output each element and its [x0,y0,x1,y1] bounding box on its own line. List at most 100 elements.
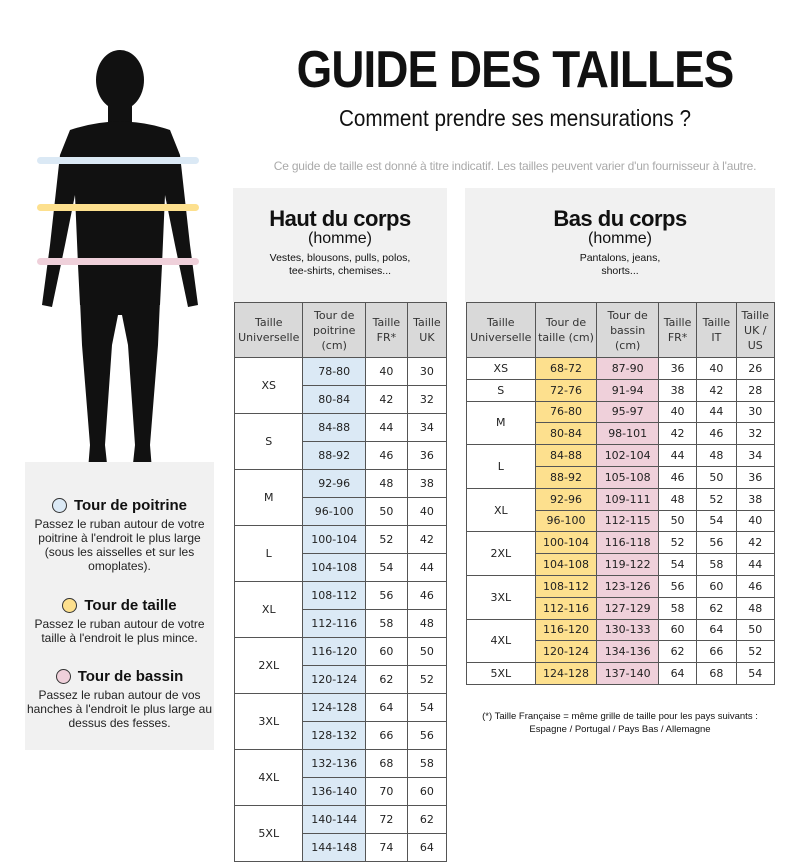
value-cell: 92-96 [302,469,366,498]
legend-desc: Passez le ruban autour de votre poitrine… [34,517,205,573]
value-cell: 42 [406,525,448,554]
value-cell: 96-100 [534,509,598,533]
value-cell: 44 [735,553,776,576]
value-cell: 50 [735,618,776,642]
value-cell: 123-126 [596,574,659,598]
value-cell: 40 [657,400,698,424]
value-cell: 64 [696,618,737,642]
table-row: XL 92-96 109-111 48 52 38 [466,487,776,533]
value-cell: 127-129 [596,596,659,620]
table-row: M 92-96 48 38 [233,469,448,526]
value-cell: 70 [364,777,408,806]
size-cell: XS [466,357,536,380]
value-cell: 48 [364,469,408,498]
value-cell: 72-76 [534,378,598,402]
value-cell: 58 [364,609,408,638]
page-subtitle: Comment prendre ses mensurations ? [338,105,692,131]
table-row: 80-84 42 32 [235,385,448,414]
legend-desc: Passez le ruban autour de vos hanches à … [26,688,213,730]
waist-line [37,204,199,211]
value-cell: 52 [657,531,698,555]
size-cell: L [466,444,536,489]
value-cell: 100-104 [302,525,366,554]
size-cell: L [233,525,304,582]
legend-desc: Passez le ruban autour de votre taille à… [34,617,205,645]
value-cell: 26 [735,357,776,380]
value-cell: 68 [364,749,408,778]
value-cell: 80-84 [534,422,598,446]
column-header: Taille Universelle [466,302,536,358]
table-row: L 84-88 102-104 44 48 34 [466,444,776,489]
size-cell: S [466,378,536,402]
table-row: 5XL 140-144 72 62 [233,805,448,862]
value-cell: 112-116 [302,609,366,638]
value-cell: 66 [696,640,737,664]
section-desc: Vestes, blousons, pulls, polos, tee-shir… [269,252,411,277]
value-cell: 88-92 [534,465,598,489]
column-header: Tour de bassin (cm) [596,302,659,358]
value-cell: 92-96 [534,487,598,511]
value-cell: 48 [406,609,448,638]
value-cell: 58 [406,749,448,778]
table-row: 128-132 66 56 [235,721,448,750]
value-cell: 132-136 [302,749,366,778]
bottom-size-table: Taille Universelle Tour de taille (cm) Tou… [466,302,776,685]
table-row: XS 78-80 40 30 [233,357,448,414]
table-row: L 100-104 52 42 [233,525,448,582]
value-cell: 112-115 [596,509,659,533]
value-cell: 119-122 [596,553,659,576]
column-header: Taille FR* [657,302,698,358]
value-cell: 68-72 [534,357,598,380]
value-cell: 52 [364,525,408,554]
value-cell: 64 [406,833,448,862]
value-cell: 144-148 [302,833,366,862]
column-header: Taille IT [696,302,737,358]
column-header: Taille Universelle [233,302,304,358]
value-cell: 128-132 [302,721,366,750]
value-cell: 78-80 [302,357,366,386]
table-row: 3XL 124-128 64 54 [233,693,448,750]
table-row: 104-108 119-122 54 58 44 [467,553,776,576]
value-cell: 40 [406,497,448,526]
section-subtitle: (homme) [307,230,372,247]
value-cell: 40 [364,357,408,386]
value-cell: 42 [735,531,776,555]
value-cell: 109-111 [596,487,659,511]
value-cell: 50 [364,497,408,526]
value-cell: 105-108 [596,465,659,489]
value-cell: 56 [406,721,448,750]
value-cell: 120-124 [302,665,366,694]
value-cell: 116-120 [302,637,366,666]
value-cell: 58 [657,596,698,620]
value-cell: 36 [657,357,698,380]
value-cell: 52 [735,640,776,664]
value-cell: 62 [696,596,737,620]
value-cell: 64 [364,693,408,722]
legend-hips: Tour de bassin Passez le ruban autour de… [25,668,214,730]
value-cell: 54 [364,553,408,582]
value-cell: 54 [657,553,698,576]
section-title: Bas du corps [553,206,687,231]
footnote: (*) Taille Française = même grille de ta… [482,711,758,735]
table-row: 112-116 58 48 [235,609,448,638]
value-cell: 36 [406,441,448,470]
size-cell: 3XL [233,693,304,750]
disclaimer-note: Ce guide de taille est donné à titre ind… [273,159,757,173]
value-cell: 46 [735,574,776,598]
legend-title: Tour de poitrine [73,497,188,514]
page-title: GUIDE DES TAILLES [296,41,735,99]
value-cell: 56 [364,581,408,610]
hips-line [37,258,199,265]
table-row: S 84-88 44 34 [233,413,448,470]
column-header: Taille UK / US [735,302,776,358]
value-cell: 40 [735,509,776,533]
table-row: S 72-76 91-94 38 42 28 [466,378,776,402]
value-cell: 68 [696,662,737,685]
value-cell: 40 [696,357,737,380]
value-cell: 32 [735,422,776,446]
value-cell: 66 [364,721,408,750]
value-cell: 44 [657,444,698,467]
top-size-table: Taille Universelle Tour de poitrine (cm) T… [233,302,448,862]
value-cell: 46 [406,581,448,610]
value-cell: 116-118 [596,531,659,555]
